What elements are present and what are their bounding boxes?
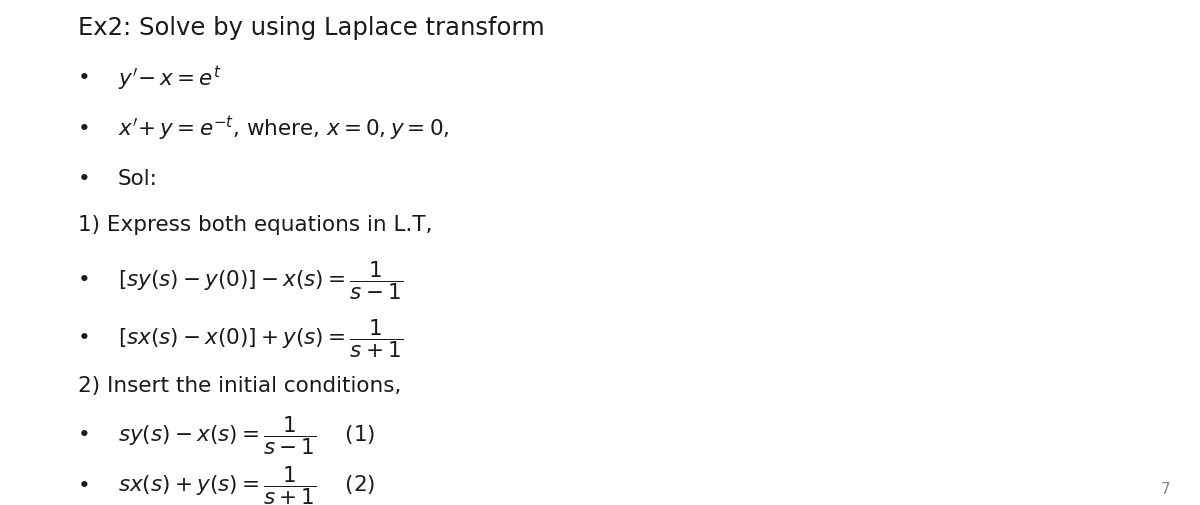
Text: $y'\!-x = e^t$: $y'\!-x = e^t$	[118, 64, 221, 93]
Text: 7: 7	[1160, 482, 1170, 497]
Text: $[sy(s) - y(0)] - x(s) = \dfrac{1}{s-1}$: $[sy(s) - y(0)] - x(s) = \dfrac{1}{s-1}$	[118, 259, 403, 301]
Text: •: •	[78, 119, 91, 139]
Text: 2) Insert the initial conditions,: 2) Insert the initial conditions,	[78, 376, 401, 396]
Text: •: •	[78, 68, 91, 88]
Text: •: •	[78, 328, 91, 348]
Text: •: •	[78, 270, 91, 290]
Text: 1) Express both equations in L.T,: 1) Express both equations in L.T,	[78, 215, 432, 235]
Text: Ex2: Solve by using Laplace transform: Ex2: Solve by using Laplace transform	[78, 16, 545, 40]
Text: $[sx(s) - x(0)] + y(s) = \dfrac{1}{s+1}$: $[sx(s) - x(0)] + y(s) = \dfrac{1}{s+1}$	[118, 317, 403, 360]
Text: $x'\!+y = e^{-t}$, where, $x = 0, y = 0,$: $x'\!+y = e^{-t}$, where, $x = 0, y = 0,…	[118, 114, 449, 143]
Text: •: •	[78, 476, 91, 496]
Text: Sol:: Sol:	[118, 169, 157, 189]
Text: •: •	[78, 425, 91, 445]
Text: $sx(s) + y(s) = \dfrac{1}{s+1}$    (2): $sx(s) + y(s) = \dfrac{1}{s+1}$ (2)	[118, 465, 374, 505]
Text: •: •	[78, 169, 91, 189]
Text: $sy(s) - x(s) = \dfrac{1}{s-1}$    (1): $sy(s) - x(s) = \dfrac{1}{s-1}$ (1)	[118, 414, 374, 457]
